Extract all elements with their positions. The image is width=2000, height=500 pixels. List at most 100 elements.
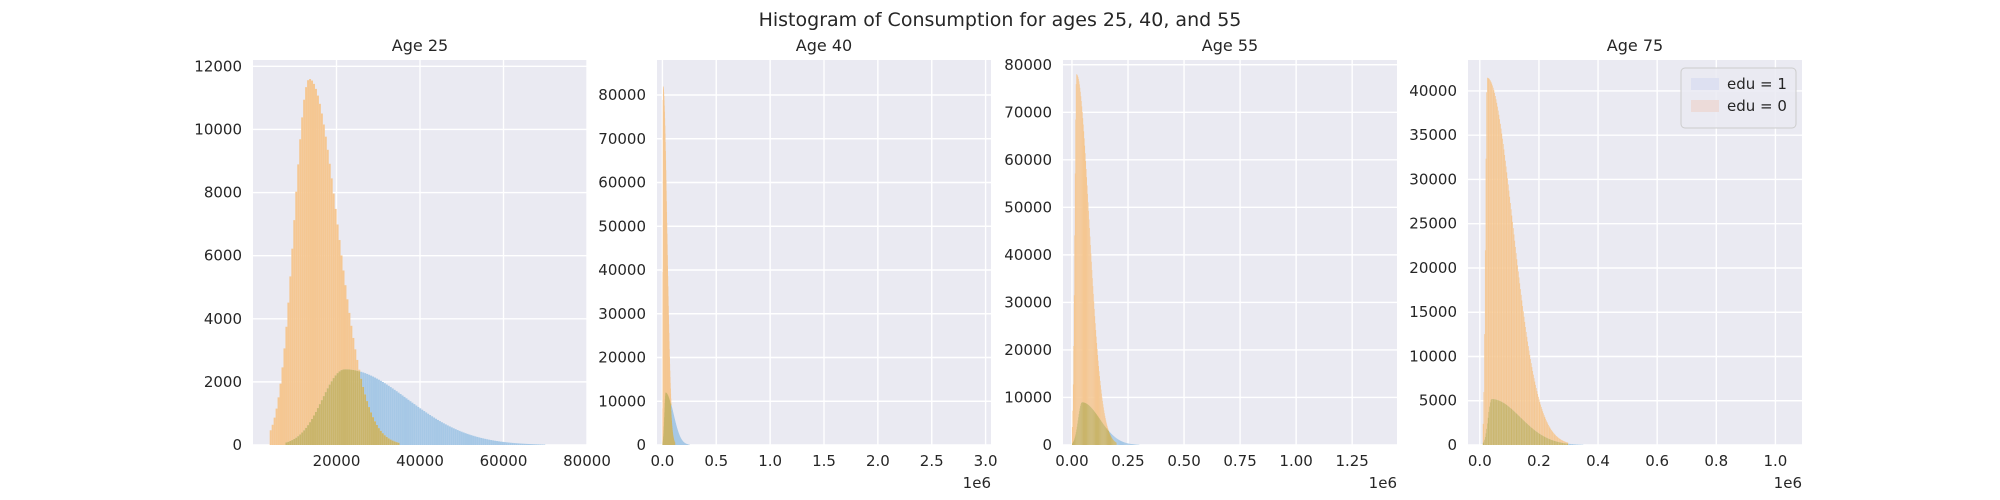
x-tick-label: 80000	[563, 452, 611, 470]
bar-overlap	[1081, 402, 1083, 445]
bar-edu-0	[356, 359, 359, 371]
bar-edu-0	[314, 88, 317, 412]
y-tick-label: 70000	[598, 130, 646, 148]
bar-edu-0	[324, 136, 327, 393]
bar-overlap	[397, 442, 400, 445]
x-tick-label: 20000	[313, 452, 361, 470]
bar-edu-1	[1134, 444, 1136, 445]
bar-overlap	[1513, 411, 1515, 445]
bar-edu-0	[1531, 367, 1533, 428]
bar-edu-1	[431, 416, 434, 445]
bar-edu-0	[1534, 381, 1536, 431]
bar-overlap	[1518, 415, 1520, 445]
bar-edu-0	[1563, 440, 1564, 444]
bar-overlap	[1083, 402, 1084, 445]
bar-overlap	[1079, 408, 1081, 445]
bar-edu-0	[1083, 124, 1084, 403]
bar-edu-0	[1106, 424, 1108, 429]
bar-edu-0	[1566, 442, 1568, 444]
bar-overlap	[1515, 412, 1516, 445]
bar-overlap	[313, 415, 315, 445]
bar-edu-1	[1125, 442, 1127, 445]
bar-edu-1	[421, 409, 424, 445]
bar-overlap	[372, 417, 375, 445]
bar-edu-0	[1541, 409, 1543, 436]
bar-edu-1	[1134, 444, 1136, 445]
bar-overlap	[1492, 399, 1494, 445]
bar-edu-1	[1118, 439, 1120, 445]
bar-overlap	[1095, 413, 1097, 445]
subplot-4: Age 75 0.0 0.2 0.4 0.6 0.8 1.0 0 5000 10000 15000 2…	[1409, 36, 1802, 492]
bar-edu-1	[1573, 444, 1574, 445]
bar-overlap	[293, 438, 296, 445]
bar-edu-0	[1500, 128, 1502, 402]
bar-edu-0	[1082, 112, 1083, 403]
bar-edu-0	[1084, 153, 1086, 403]
bar-edu-0	[1092, 278, 1093, 409]
bar-edu-0	[1549, 427, 1551, 440]
bar-edu-1	[1132, 444, 1133, 445]
bar-edu-1	[366, 373, 369, 402]
bar-edu-0	[1493, 90, 1495, 400]
bar-edu-0	[1497, 110, 1499, 401]
bar-overlap	[1500, 401, 1501, 445]
bar-overlap	[389, 439, 392, 445]
bar-edu-1	[436, 419, 439, 445]
bar-edu-0	[1087, 193, 1088, 405]
bar-overlap	[287, 441, 290, 445]
bar-overlap	[1102, 423, 1104, 445]
bar-edu-1	[476, 436, 479, 445]
bar-overlap	[1532, 428, 1534, 445]
bar-edu-1	[478, 437, 481, 445]
bar-edu-1	[533, 444, 536, 445]
bar-overlap	[375, 424, 378, 445]
bar-overlap	[328, 384, 331, 445]
bar-edu-0	[1105, 420, 1107, 428]
y-tick-label: 20000	[598, 349, 646, 367]
bar-edu-1	[1130, 443, 1131, 445]
bar-overlap	[1507, 406, 1509, 445]
bar-overlap	[1487, 417, 1489, 445]
bar-edu-0	[342, 270, 345, 370]
bar-edu-1	[515, 443, 518, 445]
bar-edu-1	[474, 436, 477, 445]
bar-edu-1	[435, 418, 437, 445]
bar-edu-0	[1556, 436, 1558, 442]
bar-edu-0	[328, 163, 331, 385]
y-tick-label: 30000	[1004, 293, 1052, 311]
bar-overlap	[1548, 438, 1549, 445]
bar-overlap	[1521, 418, 1523, 445]
bar-edu-0	[1501, 133, 1503, 402]
bar-overlap	[340, 370, 343, 445]
bar-overlap	[1073, 439, 1075, 445]
bar-edu-1	[1116, 438, 1118, 445]
y-tick-label: 60000	[1004, 151, 1052, 169]
bar-edu-1	[1124, 442, 1125, 445]
y-tick-label: 35000	[1409, 126, 1457, 144]
bar-edu-1	[407, 399, 410, 445]
bar-edu-0	[1537, 394, 1539, 433]
bar-edu-1	[1572, 444, 1574, 445]
histogram-bars	[269, 79, 546, 445]
bar-overlap	[1504, 403, 1506, 445]
bar-overlap	[1560, 442, 1562, 445]
bar-edu-1	[1576, 444, 1577, 445]
bar-edu-0	[1093, 293, 1094, 410]
bar-edu-0	[1506, 172, 1508, 406]
bar-edu-0	[1073, 295, 1075, 440]
bar-edu-0	[1562, 440, 1564, 443]
bar-edu-1	[383, 383, 386, 436]
bar-overlap	[1508, 406, 1510, 445]
bar-edu-0	[1502, 138, 1503, 403]
bar-edu-0	[346, 299, 349, 370]
bar-overlap	[1540, 434, 1541, 445]
bar-edu-1	[448, 426, 451, 445]
bar-edu-0	[1097, 360, 1099, 417]
bar-edu-0	[326, 149, 329, 389]
bar-edu-0	[1564, 441, 1566, 444]
bar-edu-0	[293, 220, 296, 439]
bar-edu-0	[1560, 439, 1562, 443]
bar-overlap	[1495, 399, 1497, 445]
bar-overlap	[354, 370, 357, 445]
